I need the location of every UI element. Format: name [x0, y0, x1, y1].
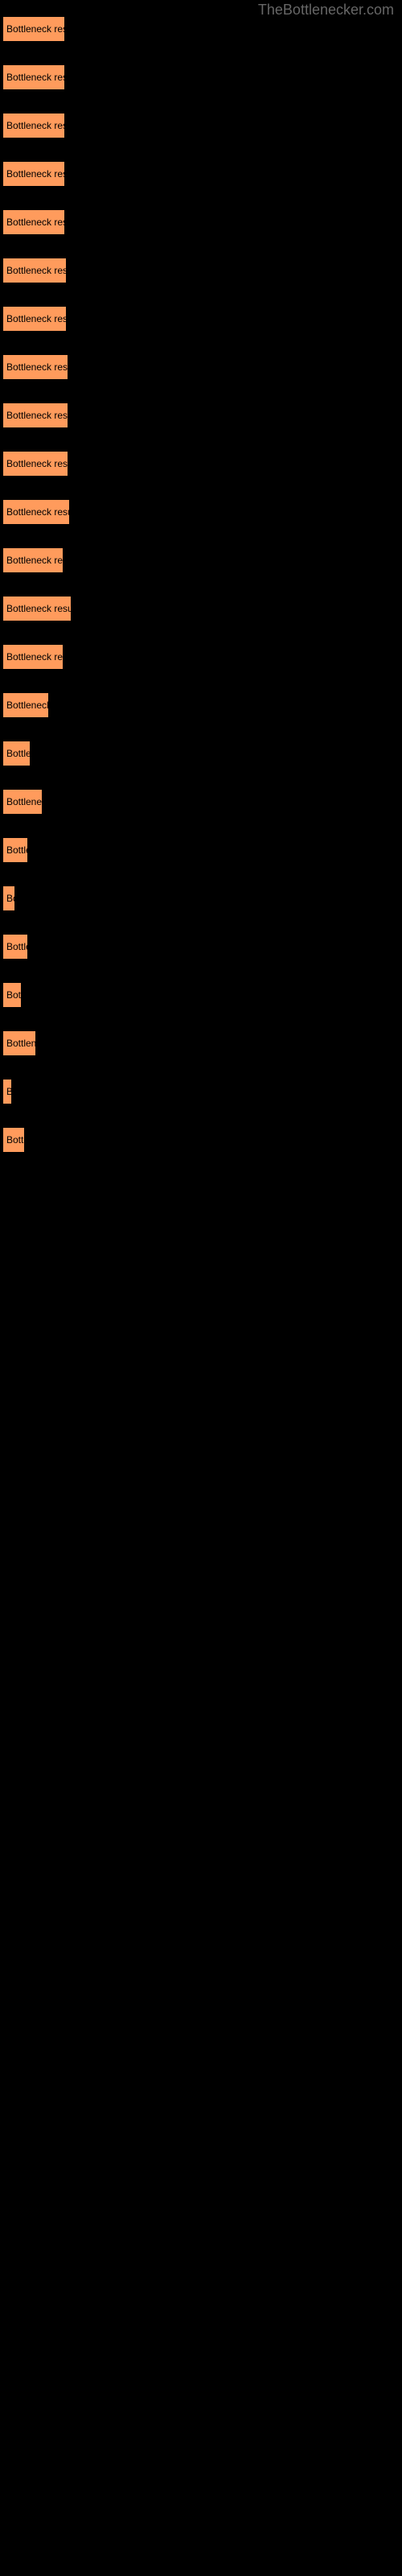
- bottleneck-result-button[interactable]: Bottlene: [2, 1030, 36, 1056]
- bottleneck-result-button[interactable]: Bottleneck result: [2, 596, 72, 621]
- bottleneck-result-button[interactable]: Bottle: [2, 837, 28, 863]
- watermark-text: TheBottlenecker.com: [258, 2, 394, 19]
- bottleneck-result-button[interactable]: Bottleneck result: [2, 306, 67, 332]
- bottleneck-result-button[interactable]: Bottleneck result: [2, 161, 65, 187]
- bottleneck-result-button[interactable]: Bottleneck result: [2, 499, 70, 525]
- bottleneck-result-button[interactable]: Bottleneck: [2, 789, 43, 815]
- bottleneck-result-button[interactable]: Bottleneck result: [2, 402, 68, 428]
- bottleneck-result-button[interactable]: Bott: [2, 982, 22, 1008]
- bottleneck-result-button[interactable]: Bottl: [2, 1127, 25, 1153]
- bottleneck-result-button[interactable]: Bottleneck result: [2, 258, 67, 283]
- button-list: Bottleneck result Bottleneck result Bottle…: [0, 0, 402, 1153]
- bottleneck-result-button[interactable]: Bottleneck result: [2, 354, 68, 380]
- bottleneck-result-button[interactable]: Bottleneck result: [2, 451, 68, 477]
- bottleneck-result-button[interactable]: Bo: [2, 886, 15, 911]
- bottleneck-result-button[interactable]: Bottleneck result: [2, 64, 65, 90]
- bottleneck-result-button[interactable]: Bottle: [2, 934, 28, 960]
- bottleneck-result-button[interactable]: Bottleneck result: [2, 16, 65, 42]
- bottleneck-result-button[interactable]: Bottlen: [2, 741, 31, 766]
- bottleneck-result-button[interactable]: Bottleneck resul: [2, 547, 64, 573]
- bottleneck-result-button[interactable]: Bottleneck r: [2, 692, 49, 718]
- bottleneck-result-button[interactable]: Bottleneck result: [2, 113, 65, 138]
- bottleneck-result-button[interactable]: B: [2, 1079, 12, 1104]
- bottleneck-result-button[interactable]: Bottleneck resul: [2, 644, 64, 670]
- bottleneck-result-button[interactable]: Bottleneck result: [2, 209, 65, 235]
